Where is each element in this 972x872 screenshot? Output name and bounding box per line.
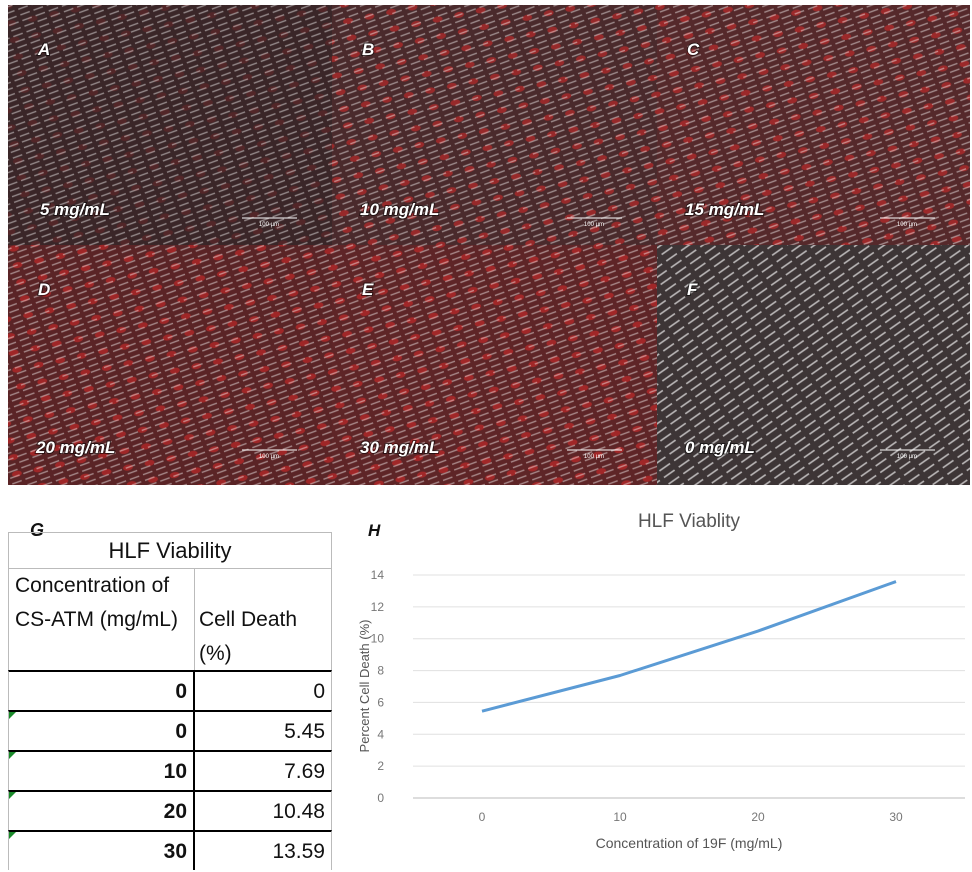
x-tick-label: 10 (613, 810, 627, 824)
y-axis-label: Percent Cell Death (%) (357, 620, 372, 753)
scale-label: 100 µm (897, 222, 917, 228)
table-cell: 10 (8, 750, 195, 790)
error-flag (9, 752, 16, 759)
y-tick-label: 12 (371, 600, 385, 614)
panel-letter: E (362, 280, 374, 299)
panel-letter: B (362, 40, 374, 59)
panel-concentration: 10 mg/mL (360, 200, 439, 219)
table-cell: 0 (8, 710, 195, 750)
cell-texture (332, 245, 657, 485)
panel-concentration: 20 mg/mL (35, 438, 115, 457)
y-tick-label: 8 (377, 664, 384, 678)
data-line (481, 580, 897, 713)
panel-letter: F (687, 280, 698, 299)
error-flag (9, 832, 16, 839)
y-tick-label: 14 (371, 568, 385, 582)
table-cell: 13.59 (195, 830, 332, 870)
panel-letter: C (687, 40, 700, 59)
y-tick-label: 6 (377, 695, 384, 709)
table-title: HLF Viability (8, 532, 332, 568)
cell-texture (657, 5, 970, 245)
table-cell: 5.45 (195, 710, 332, 750)
error-flag (9, 792, 16, 799)
scale-label: 100 µm (584, 222, 604, 228)
table-cell: 0 (195, 670, 332, 710)
x-tick-label: 0 (479, 810, 486, 824)
panel-concentration: 0 mg/mL (685, 438, 755, 457)
scale-label: 100 µm (897, 454, 917, 460)
table-cell: 10.48 (195, 790, 332, 830)
line-chart: H HLF Viablity 0 2 4 6 8 10 12 14 0 10 20 30 Concentra… (357, 511, 965, 851)
table-cell: 0 (8, 670, 195, 710)
x-axis-label: Concentration of 19F (mg/mL) (596, 835, 783, 851)
cell-texture (8, 245, 332, 485)
table-cell: 20 (8, 790, 195, 830)
panel-concentration: 15 mg/mL (685, 200, 764, 219)
panel-letter: A (37, 40, 50, 59)
chart-letter: H (368, 521, 381, 540)
y-tick-label: 4 (377, 727, 384, 741)
micrographs: A 5 mg/mL 100 µm B 10 mg/mL 100 µm C 15 mg/mL 10… (8, 5, 970, 485)
scale-label: 100 µm (259, 222, 279, 228)
scale-label: 100 µm (259, 454, 279, 460)
x-tick-label: 20 (751, 810, 765, 824)
cell-texture (8, 5, 332, 245)
cell-texture (332, 5, 657, 245)
y-tick-label: 0 (377, 791, 384, 805)
table-header: Concentration of CS-ATM (mg/mL) (8, 568, 195, 670)
panel-concentration: 5 mg/mL (40, 200, 110, 219)
y-tick-label: 10 (371, 632, 385, 646)
panel-letter: D (38, 280, 50, 299)
cell-texture (657, 245, 970, 485)
table-cell: 7.69 (195, 750, 332, 790)
table-letter: G (30, 520, 45, 540)
scale-label: 100 µm (584, 454, 604, 460)
error-flag (9, 712, 16, 719)
y-tick-label: 2 (377, 759, 384, 773)
table-header: Cell Death (%) (195, 568, 332, 670)
panel-concentration: 30 mg/mL (360, 438, 439, 457)
table-cell: 30 (8, 830, 195, 870)
x-tick-label: 30 (889, 810, 903, 824)
chart-title: HLF Viablity (638, 511, 741, 532)
